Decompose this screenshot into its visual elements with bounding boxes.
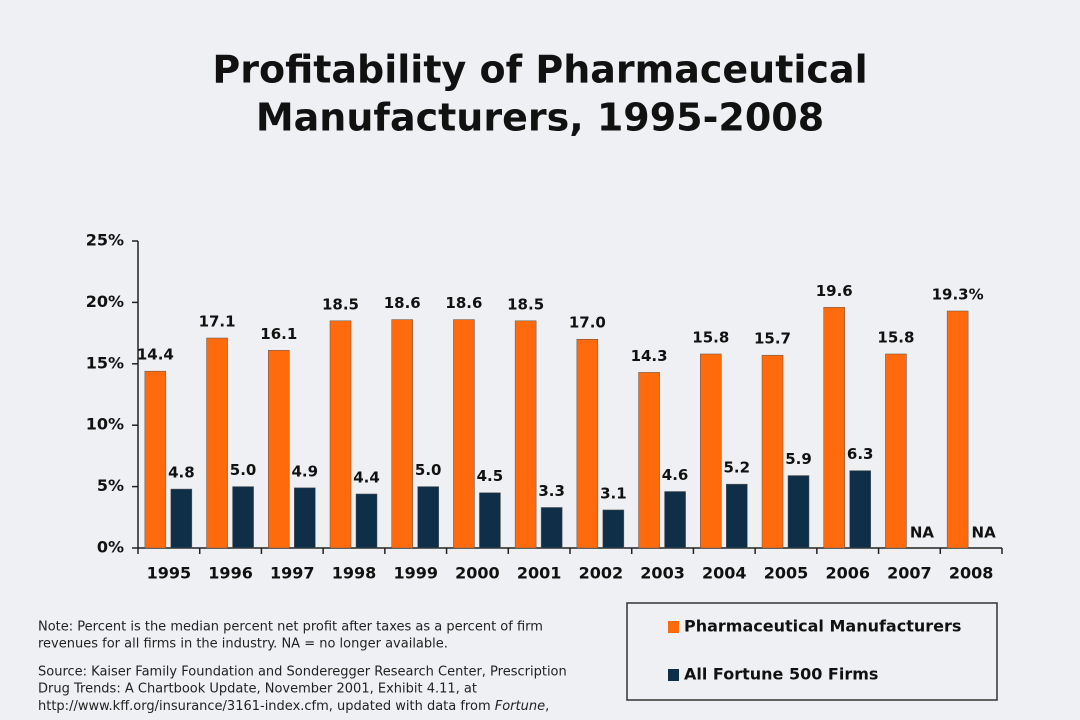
y-tick-label: 15%: [86, 353, 124, 372]
value-label: 15.8: [877, 328, 914, 346]
bar: [391, 319, 413, 549]
note-text: Note: Percent is the median percent net …: [38, 620, 543, 635]
x-tick-label: 2003: [640, 564, 685, 583]
x-tick-label: 2004: [702, 564, 747, 583]
legend-label: Pharmaceutical Manufacturers: [684, 617, 961, 636]
value-label: 4.4: [353, 468, 380, 486]
source-segment: Fortune: [495, 699, 545, 714]
value-label: 5.0: [230, 461, 257, 479]
x-tick-label: 2008: [949, 564, 994, 583]
bar: [664, 491, 686, 549]
value-label: 17.0: [569, 314, 606, 332]
note-text: revenues for all firms in the industry. …: [38, 637, 448, 652]
x-tick-label: 2005: [764, 564, 809, 583]
value-label: 14.3: [631, 347, 668, 365]
value-label: 18.6: [384, 294, 421, 312]
value-label: 18.5: [322, 295, 359, 313]
value-label: 5.9: [785, 450, 812, 468]
source-text: Drug Trends: A Chartbook Update, Novembe…: [38, 682, 477, 697]
bar: [946, 310, 969, 549]
bar: [787, 475, 810, 549]
bar: [170, 488, 193, 549]
x-tick-label: 2006: [825, 564, 870, 583]
value-label: NA: [972, 524, 997, 542]
value-label: 19.3%: [932, 285, 984, 303]
x-tick-label: 1997: [270, 564, 315, 583]
value-label: NA: [910, 524, 935, 542]
value-label: 6.3: [847, 445, 874, 463]
bar: [700, 353, 722, 549]
bar: [329, 320, 352, 549]
source-text: http://www.kff.org/insurance/3161-index.…: [38, 699, 549, 714]
bar: [849, 470, 871, 549]
x-tick-label: 1999: [393, 564, 438, 583]
y-tick-label: 0%: [97, 538, 124, 557]
source-text: Source: Kaiser Family Foundation and Son…: [38, 665, 567, 680]
legend-box: [626, 602, 998, 701]
bar: [761, 354, 784, 549]
y-tick-label: 25%: [86, 231, 124, 250]
x-tick-label: 1996: [208, 564, 253, 583]
x-tick-label: 2000: [455, 564, 500, 583]
chart-title: Profitability of Pharmaceutical: [212, 48, 867, 92]
value-label: 19.6: [816, 282, 853, 300]
y-tick-label: 5%: [97, 476, 124, 495]
legend-swatch: [668, 669, 679, 681]
bar: [453, 319, 475, 549]
value-label: 5.2: [723, 459, 750, 477]
x-tick-label: 2007: [887, 564, 932, 583]
value-label: 3.3: [538, 482, 565, 500]
y-tick-label: 20%: [86, 292, 124, 311]
bar: [638, 372, 660, 549]
bar: [540, 507, 563, 549]
bar: [268, 350, 290, 549]
value-label: 15.8: [692, 328, 729, 346]
value-label: 17.1: [199, 313, 236, 331]
value-label: 4.6: [662, 466, 689, 484]
bar: [726, 483, 748, 549]
x-tick-label: 1998: [332, 564, 377, 583]
value-label: 4.9: [291, 462, 318, 480]
x-tick-label: 2001: [517, 564, 562, 583]
bar: [602, 509, 625, 549]
value-label: 18.6: [445, 294, 482, 312]
legend-label: All Fortune 500 Firms: [684, 665, 878, 684]
bar: [885, 353, 907, 549]
source-segment: ,: [545, 699, 549, 714]
value-label: 16.1: [260, 325, 297, 343]
bar: [206, 337, 228, 549]
value-label: 5.0: [415, 461, 442, 479]
value-label: 3.1: [600, 484, 627, 502]
value-label: 15.7: [754, 330, 791, 348]
bar: [514, 320, 537, 549]
bar: [355, 493, 378, 549]
chart-title: Manufacturers, 1995-2008: [256, 96, 824, 140]
value-label: 18.5: [507, 295, 544, 313]
bar: [294, 487, 316, 549]
value-label: 14.4: [137, 346, 174, 364]
x-tick-label: 2002: [579, 564, 624, 583]
legend-swatch: [668, 621, 679, 633]
bar: [144, 370, 167, 549]
bar: [823, 307, 845, 549]
x-tick-label: 1995: [147, 564, 192, 583]
y-tick-label: 10%: [86, 415, 124, 434]
bar: [417, 486, 439, 549]
bar: [232, 486, 254, 549]
value-label: 4.8: [168, 464, 195, 482]
value-label: 4.5: [477, 467, 504, 485]
source-segment: http://www.kff.org/insurance/3161-index.…: [38, 699, 495, 714]
bar: [479, 492, 501, 549]
bar: [576, 338, 599, 549]
